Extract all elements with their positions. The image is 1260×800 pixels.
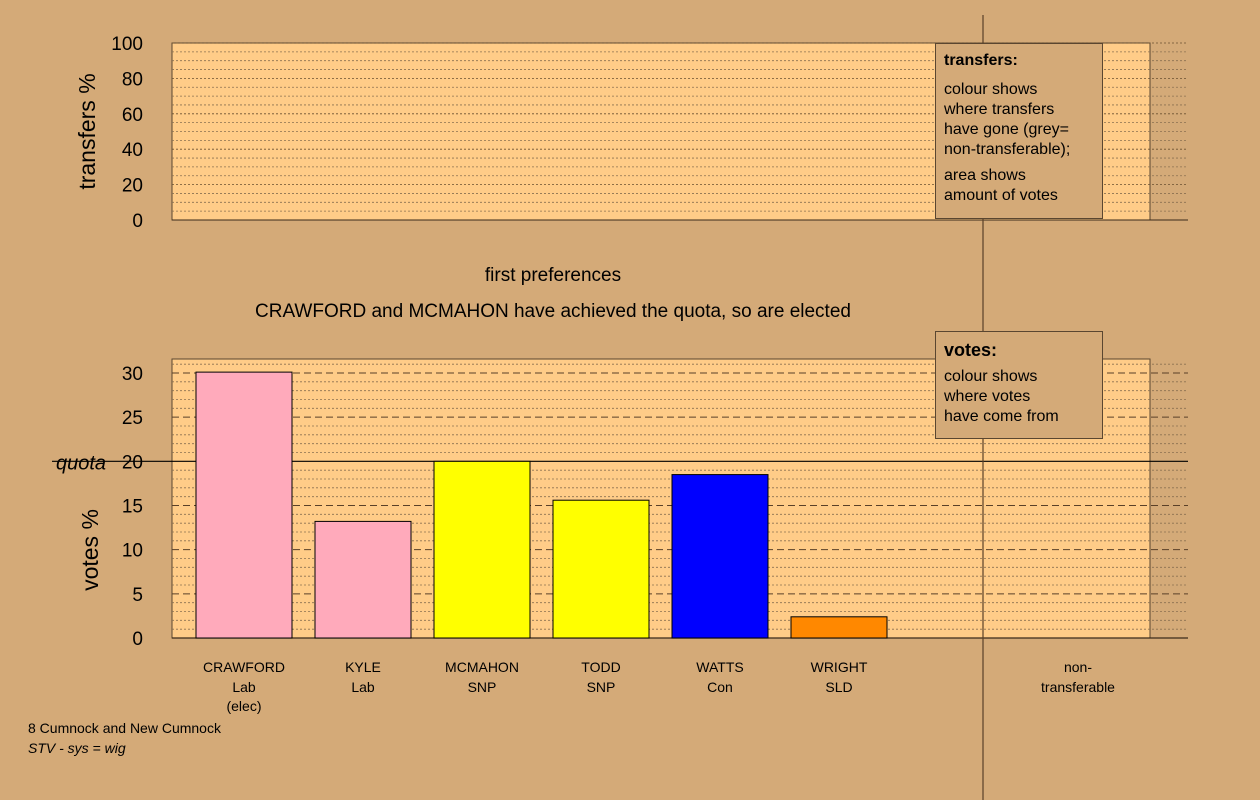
transfers-legend-line: where transfers [944,101,1055,118]
votes-tick-label: 0 [132,629,143,650]
transfers-legend-title: transfers: [944,52,1018,69]
chart-title: first preferences [485,265,621,286]
votes-tick-label: 15 [122,497,143,518]
votes-tick-label: 20 [122,452,143,473]
transfers-legend-line: area shows [944,167,1026,184]
candidate-name-label: TODD [581,659,620,675]
votes-axis-label: votes % [77,509,103,591]
transfers-tick-label: 80 [122,69,143,90]
candidate-party-label: SNP [587,679,616,695]
chart-subtitle: CRAWFORD and MCMAHON have achieved the q… [255,301,851,322]
transfers-tick-label: 20 [122,176,143,197]
candidate-name-label: MCMAHON [445,659,519,675]
candidate-party-label: Con [707,679,733,695]
nontransferable-label: non- [1064,659,1092,675]
candidate-name-label: CRAWFORD [203,659,285,675]
candidate-status-label: (elec) [226,698,261,714]
transfers-legend-line: amount of votes [944,187,1058,204]
transfers-tick-label: 40 [122,140,143,161]
votes-tick-label: 25 [122,408,143,429]
votes-legend-line: have come from [944,408,1059,425]
candidate-name-label: WRIGHT [811,659,868,675]
transfers-axis-label: transfers % [74,73,100,189]
vote-bar [790,616,888,639]
votes-legend-title: votes: [944,340,998,360]
vote-bar [433,460,531,639]
votes-tick-label: 5 [132,585,143,606]
transfers-tick-label: 60 [122,105,143,126]
votes-tick-label: 10 [122,541,143,562]
vote-bar [671,474,769,639]
votes-tick-label: 30 [122,364,143,385]
footer-constituency: 8 Cumnock and New Cumnock [28,720,221,736]
vote-bar [195,371,293,639]
votes-legend: votes: colour shows where votes have com… [935,331,1103,439]
candidate-party-label: Lab [351,679,375,695]
votes-legend-line: where votes [944,388,1031,405]
candidate-party-label: SLD [825,679,852,695]
transfers-tick-label: 100 [111,34,143,55]
nontransferable-label: transferable [1041,679,1115,695]
candidate-name-label: KYLE [345,659,381,675]
vote-bar [552,499,650,639]
transfers-legend-line: colour shows [944,81,1038,98]
votes-legend-line: colour shows [944,368,1038,385]
candidate-party-label: Lab [232,679,256,695]
candidate-party-label: SNP [468,679,497,695]
transfers-legend-line: non-transferable); [944,141,1071,158]
vote-bar [314,520,412,639]
footer-system: STV - sys = wig [28,740,126,756]
transfers-tick-label: 0 [132,211,143,232]
transfers-legend-line: have gone (grey= [944,121,1069,138]
quota-label: quota [56,452,106,474]
candidate-name-label: WATTS [696,659,743,675]
transfers-legend: transfers: colour shows where transfers … [935,43,1103,219]
